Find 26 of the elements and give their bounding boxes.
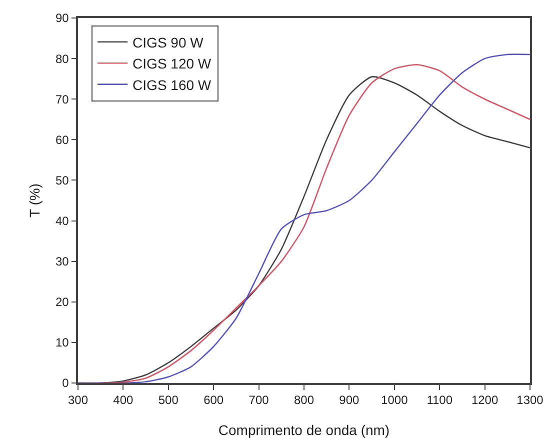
x-tick-label: 800 (294, 393, 314, 408)
x-tick-label: 1200 (471, 393, 498, 408)
y-tick-label: 30 (55, 254, 70, 269)
y-tick-label: 90 (55, 11, 70, 26)
y-axis-title: T (%) (26, 184, 42, 218)
x-axis-title: Comprimento de onda (nm) (218, 422, 390, 438)
x-tick-label: 300 (68, 393, 88, 408)
x-tick-label: 1300 (516, 393, 544, 408)
x-tick-label: 500 (158, 393, 179, 408)
legend-label: CIGS 160 W (132, 76, 212, 93)
y-tick-label: 40 (55, 214, 70, 228)
x-tick-label: 1000 (381, 393, 408, 408)
x-tick-label: 1100 (426, 393, 453, 408)
y-tick-label: 60 (55, 132, 70, 147)
legend-label: CIGS 90 W (132, 34, 204, 50)
y-tick-label: 50 (55, 173, 70, 188)
y-tick-label: 80 (55, 52, 70, 66)
x-tick-label: 700 (248, 393, 270, 408)
y-tick-label: 70 (55, 92, 70, 106)
x-tick-label: 400 (113, 393, 134, 408)
legend-label: CIGS 120 W (132, 56, 212, 72)
x-tick-label: 900 (339, 393, 360, 408)
y-tick-label: 0 (62, 376, 70, 390)
y-tick-label: 10 (55, 336, 70, 350)
y-tick-label: 20 (55, 295, 70, 310)
x-tick-label: 600 (204, 393, 224, 408)
